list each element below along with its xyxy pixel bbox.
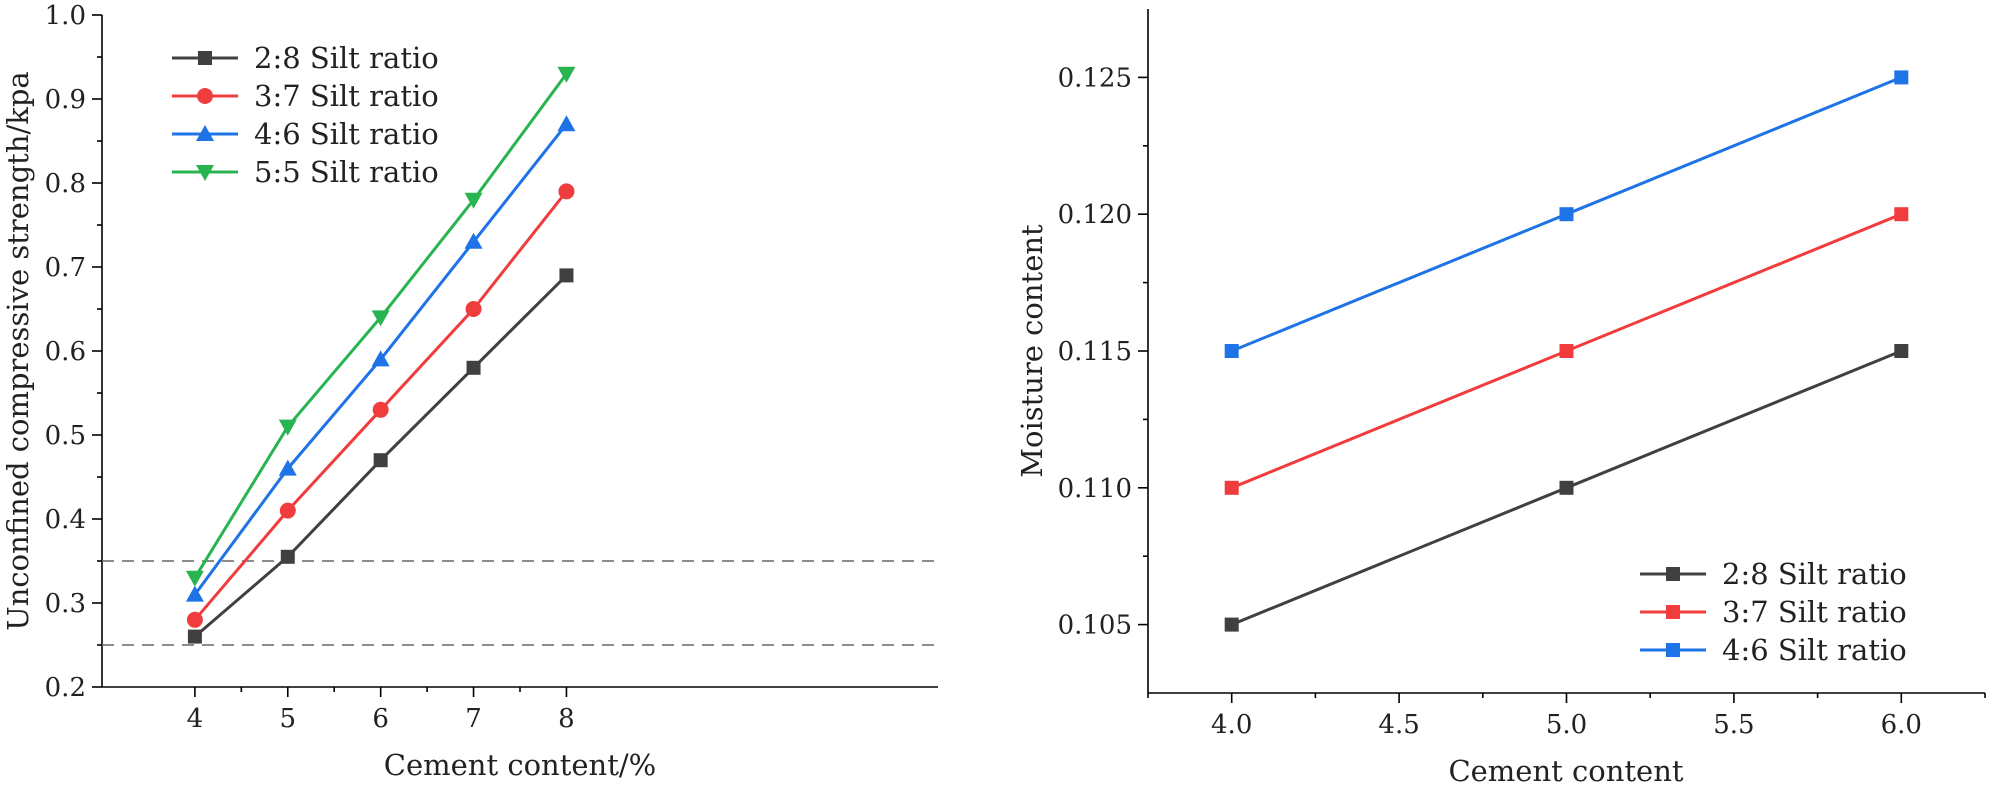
data-point: [187, 629, 202, 644]
data-point: [371, 310, 390, 327]
legend-marker: [198, 51, 212, 65]
series: [185, 66, 576, 587]
legend-label: 4:6 Silt ratio: [254, 117, 439, 151]
data-point: [465, 301, 482, 317]
x-tick-label: 4.5: [1378, 710, 1419, 740]
data-point: [464, 192, 483, 209]
y-tick-label: 0.3: [45, 589, 86, 619]
data-point: [464, 232, 483, 249]
y-tick-label: 0.110: [1058, 474, 1132, 504]
y-tick-label: 0.2: [45, 673, 86, 703]
legend: 2:8 Silt ratio 3:7 Silt ratio 4:6 Silt rat…: [1640, 557, 1907, 667]
legend-marker: [196, 125, 214, 141]
data-point: [557, 115, 576, 132]
y-tick-label: 0.9: [45, 85, 86, 115]
legend-marker: [1666, 605, 1680, 619]
axes: 0.2 0.3 0.4 0.5 0.6 0.7 0.8 0.9 1.0 4 5 6 7 8: [45, 1, 938, 734]
y-tick-label: 0.7: [45, 253, 86, 283]
y-tick-label: 1.0: [45, 1, 86, 31]
series: [1224, 344, 1909, 632]
y-axis-title: Unconfined compressive strength/kpa: [1, 71, 35, 630]
x-tick-label: 7: [465, 704, 482, 734]
series: [185, 115, 576, 602]
y-tick-label: 0.120: [1058, 200, 1132, 230]
series: [1224, 70, 1909, 358]
data-point: [1894, 344, 1909, 358]
y-tick-label: 0.4: [45, 505, 86, 535]
data-point: [1224, 617, 1239, 632]
strength-chart: 0.2 0.3 0.4 0.5 0.6 0.7 0.8 0.9 1.0 4 5 6 7 8 Cement c…: [1, 1, 938, 782]
legend-marker: [1666, 567, 1680, 581]
data-point: [1894, 70, 1909, 85]
y-tick-label: 0.105: [1058, 611, 1132, 641]
data-point: [559, 268, 574, 283]
x-tick-label: 5: [280, 704, 297, 734]
data-point: [371, 350, 390, 367]
legend: 2:8 Silt ratio 3:7 Silt ratio 4:6 Silt rat…: [172, 41, 439, 189]
series: [1224, 207, 1909, 495]
x-axis-title: Cement content/%: [384, 748, 656, 782]
legend-item: 2:8 Silt ratio: [1640, 557, 1907, 591]
data-point: [186, 611, 203, 628]
data-point: [278, 419, 297, 436]
data-point: [1224, 344, 1239, 358]
y-tick-label: 0.125: [1058, 63, 1132, 93]
legend-label: 2:8 Silt ratio: [254, 41, 439, 75]
x-tick-label: 6.0: [1881, 710, 1922, 740]
data-point: [279, 502, 296, 519]
data-point: [558, 183, 575, 200]
y-tick-label: 0.8: [45, 169, 86, 199]
legend-item: 5:5 Silt ratio: [172, 155, 439, 189]
data-point: [185, 570, 204, 587]
x-tick-label: 5.5: [1713, 710, 1754, 740]
legend-marker: [196, 165, 214, 181]
data-point: [1894, 207, 1909, 222]
data-point: [557, 66, 576, 83]
data-point: [1559, 480, 1574, 495]
data-point: [185, 585, 204, 602]
data-point: [466, 360, 481, 375]
x-tick-label: 4.0: [1211, 710, 1252, 740]
y-tick-label: 0.6: [45, 337, 86, 367]
data-point: [1224, 480, 1239, 495]
x-tick-label: 4: [187, 704, 204, 734]
legend-item: 3:7 Silt ratio: [172, 79, 439, 113]
x-tick-label: 6: [372, 704, 389, 734]
legend-label: 5:5 Silt ratio: [254, 155, 439, 189]
data-point: [372, 401, 389, 418]
y-tick-label: 0.5: [45, 421, 86, 451]
legend-item: 4:6 Silt ratio: [172, 117, 439, 151]
axes: 0.105 0.110 0.115 0.120 0.125 4.0 4.5 5.0 5.5 6.0: [1058, 9, 1986, 740]
legend-marker: [1666, 643, 1680, 657]
legend-item: 2:8 Silt ratio: [172, 41, 439, 75]
legend-label: 3:7 Silt ratio: [1722, 595, 1907, 629]
data-point: [1559, 207, 1574, 222]
legend-label: 3:7 Silt ratio: [254, 79, 439, 113]
legend-label: 2:8 Silt ratio: [1722, 557, 1907, 591]
x-tick-label: 5.0: [1546, 710, 1587, 740]
y-axis-title: Moisture content: [1015, 224, 1049, 478]
data-point: [1559, 344, 1574, 358]
x-axis-title: Cement content: [1448, 754, 1683, 788]
x-tick-label: 8: [558, 704, 575, 734]
moisture-chart: 0.105 0.110 0.115 0.120 0.125 4.0 4.5 5.0 5.5 6.0…: [1015, 9, 1986, 788]
legend-marker: [197, 88, 213, 104]
y-tick-label: 0.115: [1058, 337, 1132, 367]
legend-item: 3:7 Silt ratio: [1640, 595, 1907, 629]
legend-item: 4:6 Silt ratio: [1640, 633, 1907, 667]
data-point: [278, 459, 297, 476]
data-point: [373, 453, 388, 468]
legend-label: 4:6 Silt ratio: [1722, 633, 1907, 667]
series: [186, 183, 575, 628]
data-point: [280, 549, 295, 564]
series: [187, 268, 574, 644]
